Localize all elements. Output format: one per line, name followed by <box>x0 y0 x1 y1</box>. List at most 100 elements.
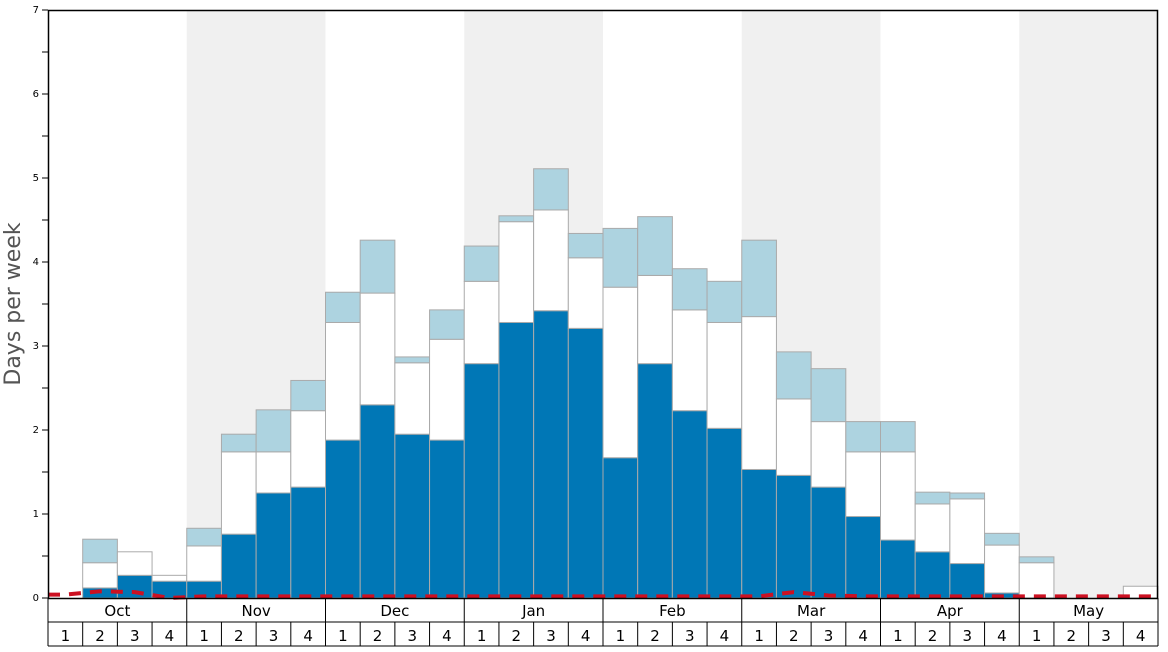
y-tick-label: 5 <box>33 173 39 184</box>
bar-segment-dark-26 <box>914 551 951 599</box>
bar-segment-dark-11 <box>394 433 431 599</box>
week-label: 4 <box>303 627 313 645</box>
month-label-oct: Oct <box>104 602 130 620</box>
bar-segment-white-5 <box>186 545 222 582</box>
bar-segment-white-4 <box>151 574 188 582</box>
dashed-line <box>48 589 1158 601</box>
plot-frame <box>47 9 1159 600</box>
bar-segment-light-24 <box>845 421 881 453</box>
week-label: 4 <box>581 627 591 645</box>
bar-segment-light-27 <box>949 492 986 500</box>
y-axis-title: Days per week <box>1 222 26 385</box>
bar-segment-light-23 <box>810 368 847 423</box>
week-label: 3 <box>407 627 417 645</box>
bar-segment-white-25 <box>880 451 916 541</box>
y-tick-label: 4 <box>33 257 39 268</box>
bar-segment-dark-14 <box>498 321 535 599</box>
week-label: 1 <box>61 627 71 645</box>
bar-segment-light-14 <box>498 215 535 223</box>
week-label: 2 <box>373 627 383 645</box>
bar-segment-dark-22 <box>775 474 812 599</box>
week-label: 2 <box>512 627 522 645</box>
week-label: 3 <box>685 627 695 645</box>
bar-segment-dark-23 <box>810 486 847 599</box>
week-label: 2 <box>789 627 799 645</box>
y-axis: 0 1 2 3 4 5 6 7 <box>33 5 48 604</box>
bar-segment-light-17 <box>602 227 639 288</box>
bar-segment-white-28 <box>984 544 1020 594</box>
bar-segment-light-11 <box>394 356 431 364</box>
y-tick-label: 0 <box>33 593 39 604</box>
bar-segment-white-27 <box>949 498 986 565</box>
bar-segment-white-11 <box>394 362 431 435</box>
bar-segment-dark-20 <box>706 427 743 599</box>
bar-segment-light-5 <box>186 527 222 547</box>
week-label: 3 <box>824 627 834 645</box>
bar-segment-light-26 <box>914 491 951 505</box>
bar-segment-dark-18 <box>637 363 673 599</box>
bar-segment-light-20 <box>706 280 743 323</box>
bar-segment-white-17 <box>602 286 639 459</box>
bar-segment-light-9 <box>325 291 361 323</box>
bar-segment-white-7 <box>255 451 292 494</box>
week-label: 2 <box>1067 627 1077 645</box>
bar-segment-white-6 <box>220 451 257 535</box>
week-label: 1 <box>616 627 626 645</box>
bar-segment-light-6 <box>220 433 257 453</box>
bar-segment-dark-16 <box>567 327 604 599</box>
bar-segment-dark-12 <box>429 439 465 599</box>
bar-segment-white-3 <box>116 551 153 576</box>
bar-segment-dark-25 <box>880 539 916 599</box>
bar-segment-light-13 <box>463 245 500 282</box>
bar-segment-white-24 <box>845 451 881 518</box>
month-band-may <box>1019 10 1158 598</box>
bar-segment-white-14 <box>498 221 535 323</box>
bar-segment-light-18 <box>637 216 673 276</box>
week-label: 2 <box>234 627 244 645</box>
month-label-dec: Dec <box>380 602 409 620</box>
bars-layer <box>82 168 1159 599</box>
month-label-nov: Nov <box>241 602 270 620</box>
y-tick-label: 3 <box>33 341 39 352</box>
week-label: 3 <box>1101 627 1111 645</box>
week-label: 1 <box>477 627 487 645</box>
bar-segment-light-7 <box>255 409 292 453</box>
bar-segment-white-20 <box>706 321 743 429</box>
week-label: 2 <box>650 627 660 645</box>
bar-segment-light-8 <box>290 379 326 412</box>
bar-segment-white-15 <box>533 209 569 312</box>
bar-segment-dark-7 <box>255 492 292 599</box>
bar-segment-white-8 <box>290 410 326 488</box>
week-label: 1 <box>893 627 903 645</box>
week-label: 3 <box>269 627 279 645</box>
month-label-may: May <box>1073 602 1104 620</box>
week-label: 1 <box>338 627 348 645</box>
bar-segment-light-29 <box>1018 556 1055 564</box>
week-label: 3 <box>130 627 140 645</box>
bar-segment-light-25 <box>880 421 916 453</box>
week-label: 2 <box>95 627 105 645</box>
bar-segment-dark-24 <box>845 516 881 599</box>
week-label: 1 <box>754 627 764 645</box>
bar-segment-dark-19 <box>671 410 708 599</box>
bar-segment-dark-9 <box>325 439 361 599</box>
week-label: 4 <box>1136 627 1146 645</box>
bar-segment-dark-8 <box>290 486 326 599</box>
bar-segment-light-21 <box>741 239 777 318</box>
bar-segment-light-12 <box>429 309 465 340</box>
dashed-line-layer <box>48 589 1158 601</box>
y-tick-label: 1 <box>33 509 39 520</box>
week-label: 4 <box>442 627 452 645</box>
bar-segment-dark-3 <box>116 574 153 599</box>
bar-segment-white-22 <box>775 398 812 476</box>
bar-segment-dark-6 <box>220 533 257 599</box>
bar-segment-white-2 <box>82 562 118 589</box>
week-label: 4 <box>720 627 730 645</box>
bar-segment-white-18 <box>637 274 673 365</box>
bar-segment-dark-17 <box>602 457 639 599</box>
bar-segment-light-2 <box>82 538 118 564</box>
bar-segment-white-29 <box>1018 562 1055 599</box>
month-label-feb: Feb <box>659 602 686 620</box>
week-label: 3 <box>546 627 556 645</box>
y-tick-label: 6 <box>33 89 39 100</box>
